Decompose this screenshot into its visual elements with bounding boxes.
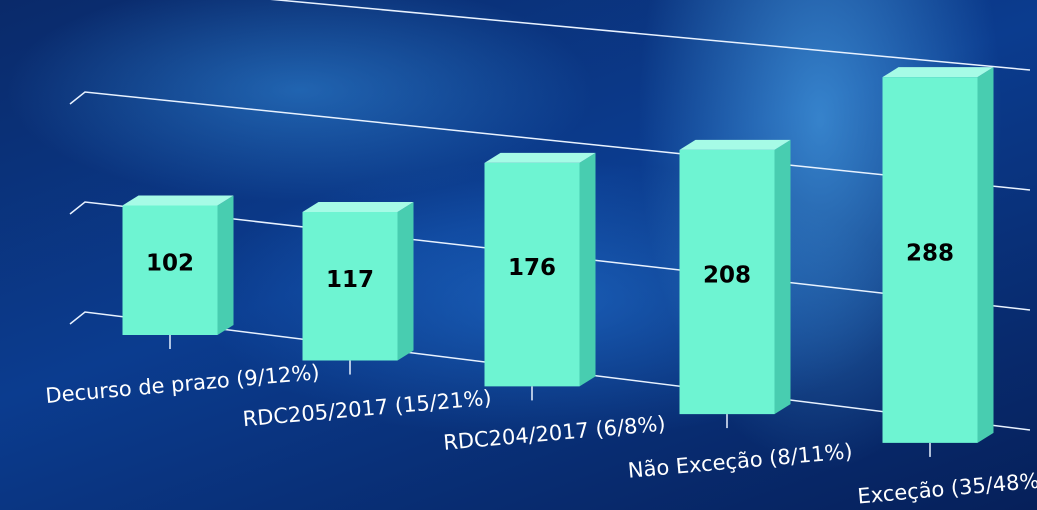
bar-side: [580, 153, 596, 387]
bar-side: [775, 140, 791, 414]
bar-side: [218, 195, 234, 335]
x-tick-label: Decurso de prazo (9/12%): [45, 360, 321, 408]
x-tick-label: Não Exceção (8/11%): [627, 439, 854, 483]
bar-side: [978, 67, 994, 443]
chart: 102 Decurso de prazo (9/12%) 117 RDC205/201…: [0, 0, 1037, 510]
bar-top: [883, 67, 994, 77]
grid-line: [70, 0, 1030, 70]
value-label: 102: [146, 251, 194, 277]
bar-top: [680, 140, 791, 150]
bar-side: [398, 202, 414, 361]
value-label: 176: [508, 255, 556, 281]
page: 102 Decurso de prazo (9/12%) 117 RDC205/201…: [0, 0, 1037, 510]
x-tick-label: RDC204/2017 (6/8%): [442, 411, 666, 454]
x-tick-label: Exceção (35/48%): [856, 468, 1037, 509]
value-label: 117: [326, 267, 374, 293]
bar-top: [303, 202, 414, 212]
value-label: 288: [906, 241, 954, 267]
bar-top: [485, 153, 596, 163]
bar-top: [123, 195, 234, 205]
value-label: 208: [703, 263, 751, 289]
x-tick-label: RDC205/2017 (15/21%): [242, 386, 493, 432]
